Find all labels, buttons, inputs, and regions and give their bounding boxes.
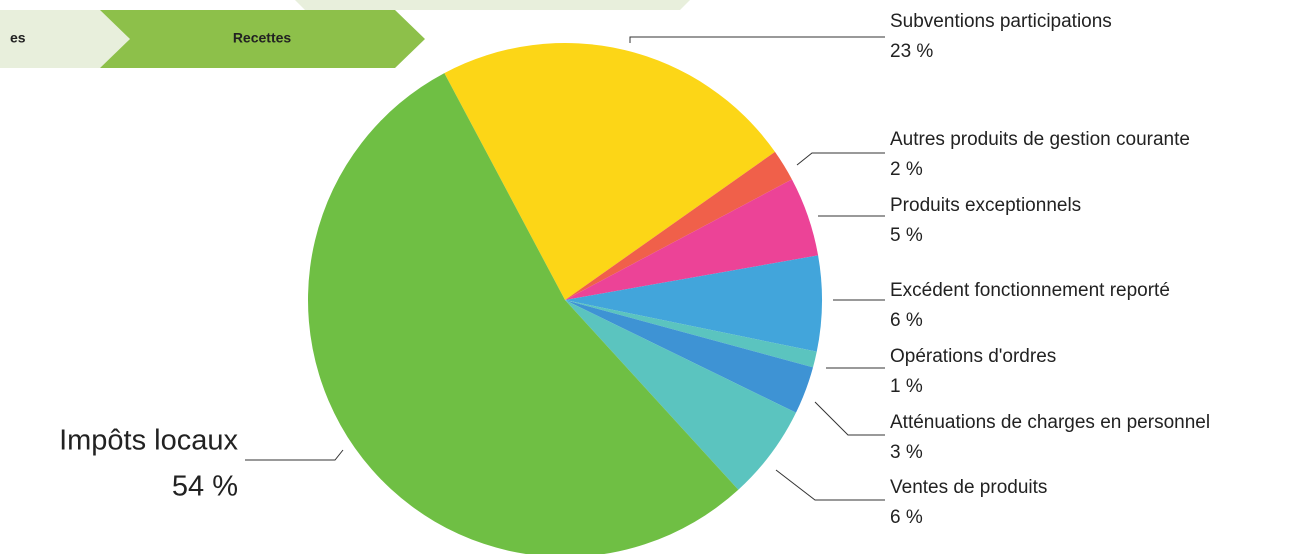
slice-label: Opérations d'ordres (890, 346, 1056, 367)
pie-slice (565, 255, 822, 352)
slice-value-label: 6 % (890, 507, 923, 528)
slice-value-label: 54 % (172, 471, 238, 503)
slice-value-label: 1 % (890, 376, 923, 397)
slice-label: Impôts locaux (59, 425, 238, 457)
tab-active[interactable] (100, 10, 425, 68)
pie-slice (565, 300, 796, 490)
leader-line (814, 401, 885, 436)
slice-label: Atténuations de charges en personnel (890, 412, 1210, 433)
slice-label: Autres produits de gestion courante (890, 129, 1190, 150)
leader-line (775, 469, 885, 501)
pie-slice (308, 73, 739, 554)
pie-slice (565, 151, 792, 300)
pie-slice (565, 300, 817, 368)
pie-slice (565, 179, 819, 300)
slice-value-label: 2 % (890, 159, 923, 180)
slice-label: Produits exceptionnels (890, 195, 1081, 216)
slice-value-label: 5 % (890, 225, 923, 246)
leader-line (245, 449, 344, 461)
slice-label: Ventes de produits (890, 477, 1047, 498)
slice-value-label: 6 % (890, 310, 923, 331)
slice-label: Subventions participations (890, 11, 1112, 32)
tab[interactable] (0, 10, 130, 68)
leader-line (796, 152, 885, 166)
tab-label[interactable]: Recettes (233, 30, 292, 46)
tab-strip (295, 0, 690, 10)
pie-slice (444, 43, 776, 301)
slice-value-label: 23 % (890, 41, 933, 62)
slice-value-label: 3 % (890, 442, 923, 463)
leader-line (629, 36, 885, 43)
pie-slice (565, 300, 814, 413)
tab-label[interactable]: es (10, 30, 26, 46)
slice-label: Excédent fonctionnement reporté (890, 280, 1170, 301)
